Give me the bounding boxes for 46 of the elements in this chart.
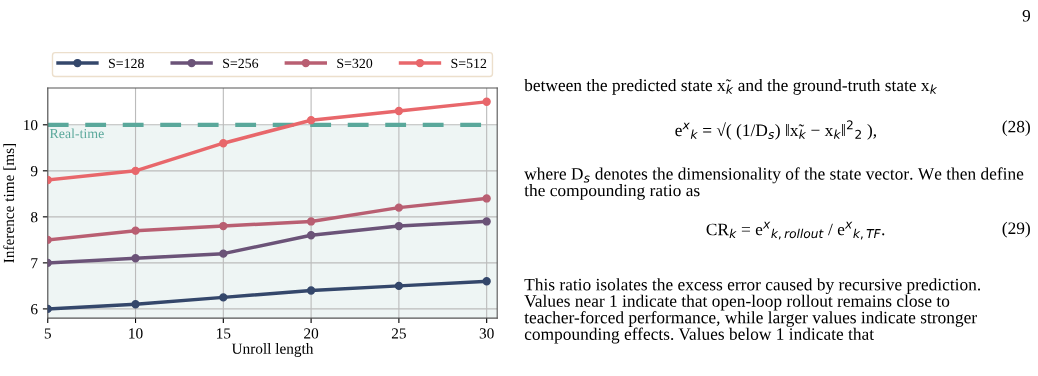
point bbox=[482, 97, 491, 106]
x-axis-title: Unroll length bbox=[231, 343, 314, 357]
legend-label: S=512 bbox=[451, 58, 487, 69]
point bbox=[131, 254, 140, 263]
x-tick-label: 15 bbox=[217, 328, 231, 339]
text: e$^{x}$$_{k}$ = √( (1/D$_{s}$) ‖x̃$_{k}$ − x$_{k}$‖$^{2}$$_{2}$ ), bbox=[675, 120, 877, 140]
point bbox=[482, 217, 491, 226]
point bbox=[219, 139, 228, 148]
point bbox=[306, 231, 316, 240]
x-tick-label: 20 bbox=[304, 328, 319, 339]
text: (28) bbox=[1002, 120, 1030, 137]
legend-label: S=128 bbox=[108, 58, 144, 69]
y-tick-label: 10 bbox=[24, 119, 38, 131]
point bbox=[131, 166, 140, 175]
text: (29) bbox=[1002, 221, 1030, 238]
x-tick-label: 5 bbox=[44, 328, 51, 339]
point bbox=[306, 116, 316, 125]
ref-line-label: Real-time bbox=[49, 128, 104, 139]
text: CR$_{k}$ = e$^{x}$$_{k,rollout}$ / e$^{x}$$_{k,TF}$. bbox=[706, 221, 885, 240]
text: 9 bbox=[1022, 9, 1031, 22]
y-tick-label: 6 bbox=[31, 304, 38, 315]
point bbox=[394, 106, 404, 116]
point bbox=[394, 203, 404, 212]
y-tick-label: 7 bbox=[31, 258, 38, 269]
point bbox=[219, 293, 228, 302]
point bbox=[394, 281, 404, 291]
y-tick-label: 8 bbox=[30, 211, 38, 223]
point bbox=[482, 277, 491, 286]
point bbox=[219, 249, 228, 258]
point bbox=[306, 217, 316, 226]
y-tick-label: 9 bbox=[30, 166, 38, 177]
point bbox=[306, 286, 316, 295]
text: between the predicted state x̃$_{k}$ and the ground-truth state x$_{k}$ bbox=[524, 78, 938, 95]
legend-label: S=320 bbox=[337, 58, 373, 69]
x-tick-label: 30 bbox=[479, 328, 494, 339]
point bbox=[482, 194, 491, 203]
text: This ratio isolates the excess error caused by recursive prediction. Values near 1 indicate that open-loop rollout remains close to teacher-forced performance, while larger values indicate stronger compounding effects. Values below 1 indicate that bbox=[524, 278, 981, 344]
point bbox=[394, 221, 404, 231]
x-tick-label: 10 bbox=[129, 328, 143, 339]
text: where D$_{s}$ denotes the dimensionality of the state vector. We then define the compounding ratio as bbox=[524, 167, 1024, 200]
x-tick-label: 25 bbox=[391, 328, 406, 339]
point bbox=[131, 300, 140, 309]
point bbox=[219, 221, 228, 231]
y-axis-title: Inference time [ms] bbox=[3, 143, 16, 263]
point bbox=[131, 226, 140, 235]
legend-label: S=256 bbox=[223, 58, 259, 69]
